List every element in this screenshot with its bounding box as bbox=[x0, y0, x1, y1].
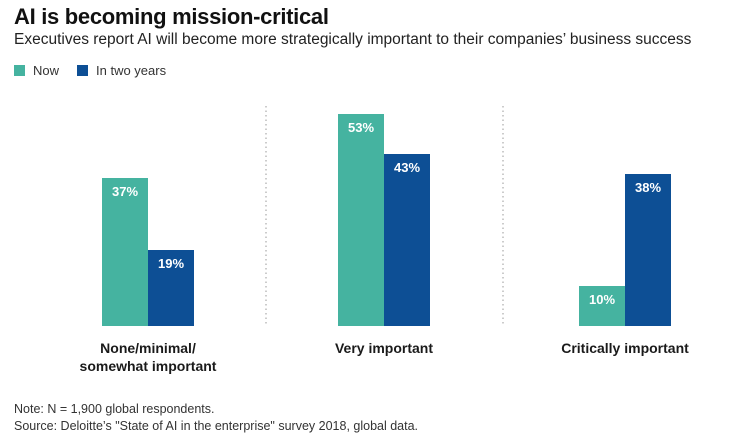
legend-swatch-in-two-years bbox=[77, 65, 89, 76]
data-label-in-two-years-critically-important: 38% bbox=[635, 180, 661, 195]
bar-now-none-minimal-somewhat-important bbox=[102, 178, 148, 326]
bar-chart: 37% 19% None/minimal/somewhat important 53%… bbox=[80, 106, 689, 374]
bar-now-critically-important bbox=[579, 286, 625, 326]
legend: Now In two years bbox=[14, 63, 184, 78]
legend-swatch-now bbox=[14, 65, 25, 76]
category-label-very-important: Very important bbox=[335, 340, 433, 356]
category-label-critically-important: Critically important bbox=[561, 340, 689, 356]
footnote-source: Source: Deloitte’s "State of AI in the e… bbox=[14, 419, 419, 433]
legend-item-now: Now bbox=[14, 63, 59, 78]
chart-subtitle: Executives report AI will become more st… bbox=[14, 31, 692, 48]
category-label-line: somewhat important bbox=[80, 358, 217, 374]
legend-label-now: Now bbox=[33, 63, 60, 78]
legend-item-in-two-years: In two years bbox=[77, 63, 166, 78]
data-label-now-very-important: 53% bbox=[348, 120, 374, 135]
data-label-now-none-minimal-somewhat-important: 37% bbox=[112, 184, 138, 199]
chart-title: AI is becoming mission-critical bbox=[14, 4, 329, 29]
category-label-none-minimal-somewhat-important: None/minimal/somewhat important bbox=[80, 340, 217, 374]
footnote-note: Note: N = 1,900 global respondents. bbox=[14, 402, 215, 416]
bar-in-two-years-very-important bbox=[384, 154, 430, 326]
data-label-in-two-years-very-important: 43% bbox=[394, 160, 420, 175]
data-label-in-two-years-none-minimal-somewhat-important: 19% bbox=[158, 256, 184, 271]
category-label-line: None/minimal/ bbox=[100, 340, 196, 356]
bar-now-very-important bbox=[338, 114, 384, 326]
legend-label-in-two-years: In two years bbox=[96, 63, 167, 78]
category-label-line: Critically important bbox=[561, 340, 689, 356]
bar-in-two-years-critically-important bbox=[625, 174, 671, 326]
data-label-now-critically-important: 10% bbox=[589, 292, 615, 307]
bar-in-two-years-none-minimal-somewhat-important bbox=[148, 250, 194, 326]
category-label-line: Very important bbox=[335, 340, 433, 356]
